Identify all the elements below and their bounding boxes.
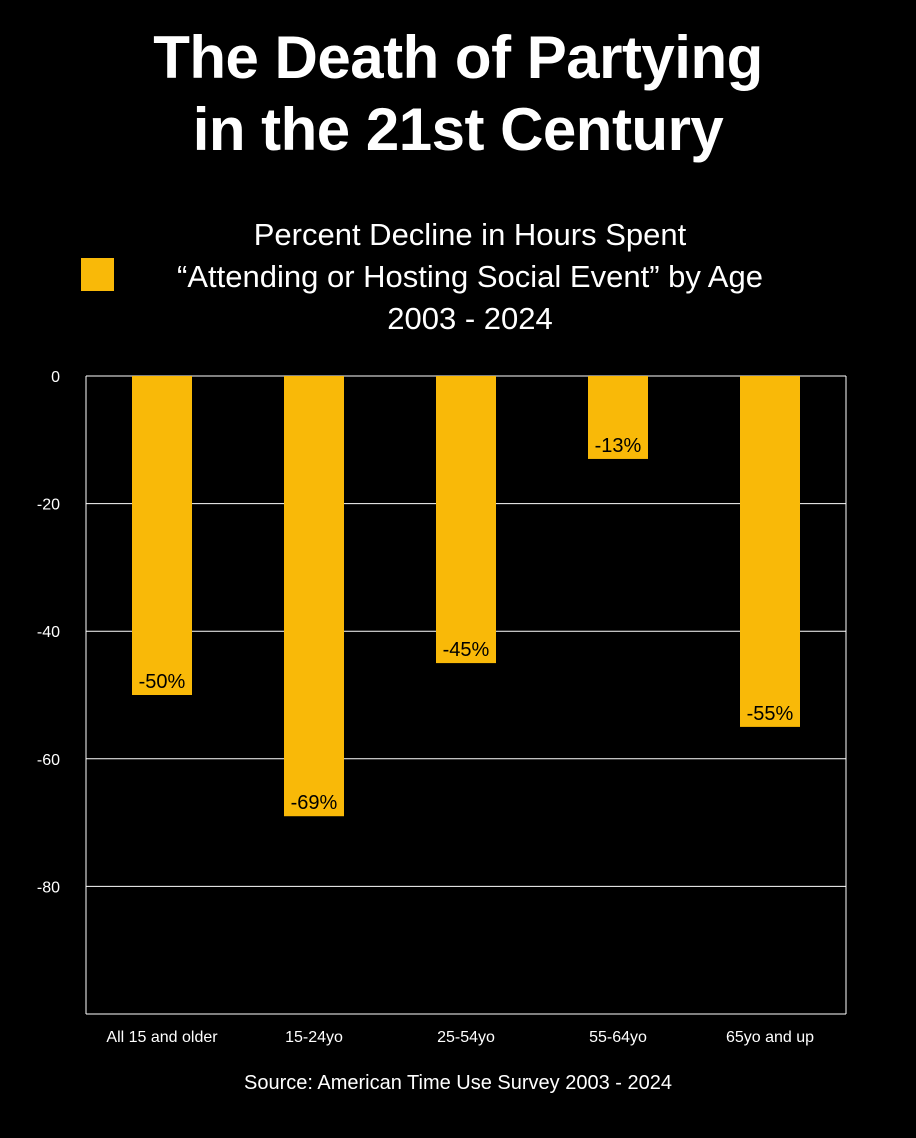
bar-1 (132, 376, 192, 695)
bar-chart: -50% -69% -45% -13% -55% 0 -20 -40 -60 -80 All 15… (37, 369, 847, 1046)
data-label-3: -45% (443, 639, 490, 661)
chart-subtitle: Percent Decline in Hours Spent “Attendin… (60, 214, 880, 340)
data-label-4: -13% (595, 435, 642, 457)
bar-2 (284, 376, 344, 817)
bar-layer (132, 376, 800, 817)
y-tick-label: 0 (51, 369, 60, 386)
chart-title: The Death of Partying in the 21st Centur… (0, 22, 916, 166)
x-tick-label-3: 25-54yo (437, 1029, 495, 1046)
chart-title-line-2: in the 21st Century (192, 96, 724, 163)
chart-title-line-1: The Death of Partying (153, 24, 763, 91)
subtitle-line-1: Percent Decline in Hours Spent (253, 217, 687, 252)
subtitle-line-2: “Attending or Hosting Social Event” by A… (177, 259, 763, 294)
bar-5 (740, 376, 800, 727)
y-tick-label: -80 (37, 879, 60, 896)
x-tick-label-2: 15-24yo (285, 1029, 343, 1046)
data-label-1: -50% (139, 671, 186, 693)
x-tick-label-4: 55-64yo (589, 1029, 647, 1046)
bar-3 (436, 376, 496, 664)
data-label-5: -55% (747, 703, 794, 725)
source-note: Source: American Time Use Survey 2003 - … (244, 1072, 672, 1094)
y-tick-label: -20 (37, 497, 60, 514)
y-tick-label: -60 (37, 752, 60, 769)
data-label-layer: -50% -69% -45% -13% -55% (139, 435, 794, 814)
y-tick-label: -40 (37, 624, 60, 641)
bar-4 (588, 376, 648, 459)
x-tick-label-5: 65yo and up (726, 1029, 814, 1046)
legend-swatch (81, 258, 114, 291)
data-label-2: -69% (291, 792, 338, 814)
x-tick-label-1: All 15 and older (106, 1029, 218, 1046)
axis-layer: 0 -20 -40 -60 -80 All 15 and older 15-24yo 25-5… (37, 369, 847, 1046)
subtitle-line-3: 2003 - 2024 (387, 301, 553, 336)
